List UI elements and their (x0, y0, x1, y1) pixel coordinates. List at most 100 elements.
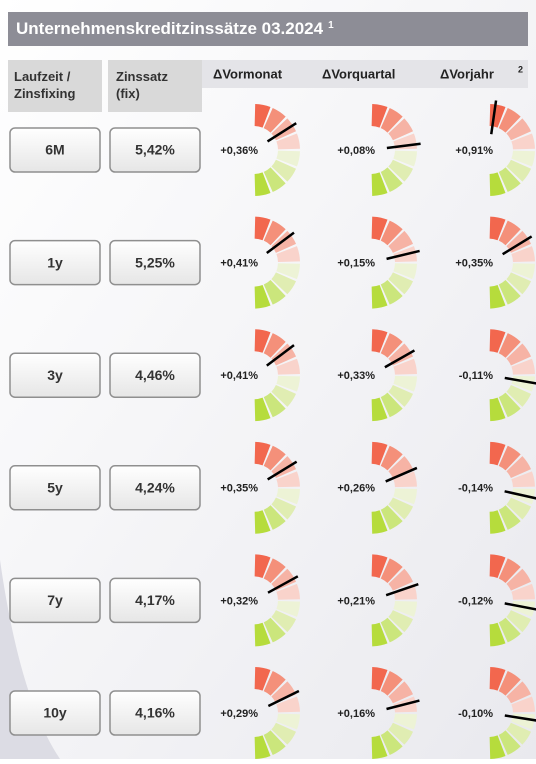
gauge-segment (371, 441, 388, 466)
change-label: +0,08% (337, 145, 375, 157)
term-box (9, 577, 101, 624)
rate-box (109, 127, 201, 173)
change-label: -0,12% (458, 595, 493, 607)
gauge-segment (498, 670, 521, 696)
gauge-segment (506, 610, 532, 633)
gauge-segment (489, 667, 506, 691)
term-box (9, 127, 101, 173)
gauge-segment (380, 617, 403, 643)
gauge-segment (380, 505, 403, 530)
gauge-segment (276, 713, 300, 730)
gauge-segment (254, 667, 271, 691)
term: 6M (45, 142, 64, 158)
gauge-segment (271, 159, 297, 182)
gauge-segment (388, 610, 414, 633)
gauge-segment (371, 329, 388, 353)
column-header: ΔVorquartal (322, 66, 395, 81)
gauge-segment (511, 696, 535, 713)
term: 5y (47, 480, 63, 496)
gauge-needle (504, 376, 536, 385)
gauge-segment (371, 216, 388, 241)
gauge-segment (489, 397, 506, 422)
gauge-segment (498, 107, 521, 133)
gauge-segment (506, 343, 532, 366)
change-label: +0,16% (337, 708, 375, 720)
gauge-segment (276, 601, 300, 617)
gauge-segment (380, 730, 403, 756)
gauge-segment (393, 601, 417, 617)
gauge-segment (489, 554, 506, 578)
gauge-needle (266, 344, 295, 367)
gauge-segment (371, 622, 388, 647)
rate-box (109, 239, 201, 286)
gauge-segment (506, 159, 532, 182)
gauge-segment (489, 441, 506, 466)
gauge-segment (371, 172, 388, 196)
gauge-needle (266, 231, 295, 254)
gauge-needle (386, 699, 420, 711)
title: Unternehmenskreditzinssätze 03.2024 1 (16, 19, 334, 38)
gauge-segment (254, 216, 271, 241)
gauge-segment (388, 384, 414, 407)
rate-box (109, 690, 201, 736)
gauge-segment (276, 488, 300, 505)
gauge-segment (271, 384, 297, 407)
gauge-segment (263, 505, 286, 530)
gauge-segment (489, 510, 506, 534)
gauge-segment (380, 107, 403, 133)
gauge-segment (489, 172, 506, 196)
rate: 4,16% (135, 705, 175, 721)
gauge-segment (506, 681, 532, 704)
gauge-needle (504, 602, 536, 611)
gauge-segment (263, 558, 286, 583)
gauge-segment (380, 445, 403, 471)
term: 3y (47, 367, 63, 383)
rate-box (109, 465, 201, 511)
change-label: +0,32% (220, 595, 258, 607)
gauge-segment (506, 272, 532, 295)
gauge-needle (385, 466, 418, 483)
gauge-needle (386, 142, 421, 150)
gauge-segment (498, 617, 521, 643)
gauge-segment (489, 329, 506, 353)
gauge-segment (498, 445, 521, 471)
gauge-segment (498, 392, 521, 418)
gauge-segment (371, 735, 388, 759)
gauge-segment (388, 681, 414, 704)
gauge-segment (489, 622, 506, 647)
gauge-segment (388, 272, 414, 295)
gauge-segment (506, 722, 532, 745)
gauge-segment (271, 722, 297, 745)
term-box (9, 690, 101, 736)
gauge-segment (506, 568, 532, 591)
gauge-segment (393, 713, 417, 730)
gauge-segment (371, 667, 388, 691)
column-header: ΔVorjahr (440, 66, 494, 81)
term-box (9, 239, 101, 286)
gauge-segment (380, 558, 403, 583)
gauge-segment (254, 285, 271, 309)
rate: 4,46% (135, 367, 175, 383)
gauge-segment (254, 735, 271, 759)
title-bar (8, 12, 528, 46)
gauge-segment (276, 133, 300, 150)
gauge-needle (386, 249, 420, 261)
header-cell (108, 60, 202, 112)
gauge-segment (511, 263, 535, 280)
change-label: +0,21% (337, 595, 375, 607)
gauge-segment (393, 358, 417, 375)
gauge-segment (371, 397, 388, 422)
gauge-segment (380, 220, 403, 246)
gauge-segment (511, 583, 535, 600)
change-label: +0,26% (337, 483, 375, 495)
rate: 5,25% (135, 254, 175, 270)
term-box (9, 352, 101, 398)
gauge-needle (384, 349, 416, 369)
term-box (9, 465, 101, 511)
gauge-segment (388, 159, 414, 182)
change-label: +0,91% (455, 145, 493, 157)
gauge-segment (263, 730, 286, 756)
gauge-segment (380, 280, 403, 305)
gauge-segment (489, 285, 506, 309)
gauge-segment (263, 280, 286, 305)
